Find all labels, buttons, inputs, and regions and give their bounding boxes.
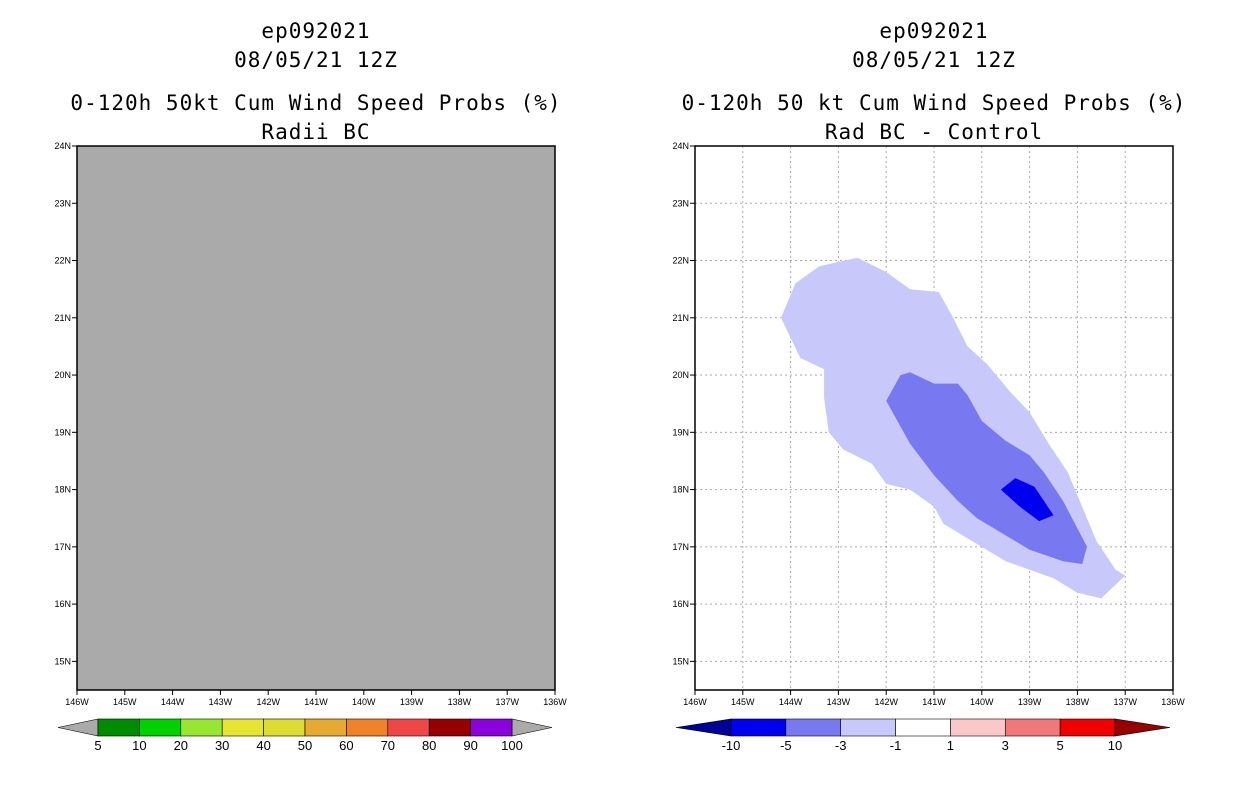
colorbar-label: -5 [780, 738, 792, 753]
colorbar-swatch [97, 718, 140, 737]
colorbar-swatch [840, 718, 896, 737]
colorbar-swatch [1004, 718, 1061, 737]
colorbar-label: -3 [835, 738, 847, 753]
left-title-variant: Radii BC [261, 120, 371, 144]
y-tick-label: 19N [54, 427, 71, 437]
colorbar-label: 1 [947, 738, 954, 753]
right-title-variant: Rad BC - Control [824, 120, 1044, 144]
x-tick-label: 142W [874, 697, 898, 707]
x-tick-label: 136W [543, 697, 567, 707]
y-tick-label: 16N [54, 599, 71, 609]
colorbar-swatch [387, 718, 430, 737]
colorbar-label: 3 [1002, 738, 1009, 753]
y-tick-label: 18N [54, 485, 71, 495]
colorbar-swatch [428, 718, 471, 737]
x-tick-label: 142W [256, 697, 280, 707]
colorbar-label: 60 [339, 738, 353, 753]
x-tick-label: 136W [1161, 697, 1185, 707]
right-map-panel: 146W 145W 144W 143W 142W 141W 140W 139W 138W 137W… [672, 141, 1185, 753]
colorbar-label: 5 [1057, 738, 1064, 753]
colorbar-swatch [304, 718, 347, 737]
contour--10to-5 [1000, 478, 1054, 522]
y-tick-label: 21N [672, 313, 689, 323]
left-title-storm: ep092021 [261, 19, 371, 43]
y-tick-label: 20N [54, 370, 71, 380]
x-tick-label: 140W [970, 697, 994, 707]
colorbar-label: 20 [174, 738, 188, 753]
colorbar-label: 100 [501, 738, 523, 753]
plot-fill [77, 146, 555, 690]
y-tick-label: 19N [672, 427, 689, 437]
y-tick-label: 21N [54, 313, 71, 323]
x-tick-label: 146W [65, 697, 89, 707]
colorbar-label: 5 [94, 738, 101, 753]
right-title-product: 0-120h 50 kt Cum Wind Speed Probs (%) [681, 91, 1187, 115]
colorbar-label: 80 [422, 738, 436, 753]
colorbar-end-low [57, 718, 99, 737]
x-tick-label: 139W [400, 697, 424, 707]
right-title-date: 08/05/21 12Z [852, 48, 1016, 72]
x-tick-label: 144W [779, 697, 803, 707]
x-tick-label: 143W [209, 697, 233, 707]
left-title-product: 0-120h 50kt Cum Wind Speed Probs (%) [70, 91, 562, 115]
y-tick-label: 22N [672, 256, 689, 266]
y-tick-label: 23N [54, 198, 71, 208]
y-tick-label: 15N [54, 656, 71, 666]
left-map-panel: 146W 145W 144W 143W 142W 141W 140W 139W 138W 137W… [54, 141, 567, 753]
y-tick-label: 24N [672, 141, 689, 151]
x-tick-label: 141W [304, 697, 328, 707]
colorbar-swatch [785, 718, 842, 737]
colorbar-swatch [470, 718, 513, 737]
y-tick-label: 22N [54, 256, 71, 266]
y-tick-label: 15N [672, 656, 689, 666]
colorbar-swatch [346, 718, 389, 737]
colorbar-label: 40 [256, 738, 270, 753]
colorbar-end-high [1114, 718, 1171, 737]
x-tick-label: 140W [352, 697, 376, 707]
x-tick-label: 138W [1066, 697, 1090, 707]
colorbar-label: -10 [722, 738, 741, 753]
colorbar: 5 10 20 30 40 50 60 70 80 90 100 [57, 718, 553, 753]
colorbar-swatch [1059, 718, 1116, 737]
x-tick-label: 137W [495, 697, 519, 707]
x-tick-label: 143W [827, 697, 851, 707]
y-tick-label: 20N [672, 370, 689, 380]
colorbar: -10 -5 -3 -1 1 3 5 10 [675, 718, 1171, 753]
colorbar-swatch [139, 718, 182, 737]
x-tick-label: 139W [1018, 697, 1042, 707]
y-tick-label: 24N [54, 141, 71, 151]
x-tick-label: 137W [1113, 697, 1137, 707]
x-tick-label: 144W [161, 697, 185, 707]
x-tick-label: 146W [683, 697, 707, 707]
colorbar-end-low [675, 718, 732, 737]
colorbar-swatch [221, 718, 264, 737]
colorbar-label: 70 [381, 738, 395, 753]
x-tick-label: 138W [448, 697, 472, 707]
left-title-date: 08/05/21 12Z [234, 48, 398, 72]
right-title-storm: ep092021 [879, 19, 989, 43]
y-tick-label: 23N [672, 198, 689, 208]
colorbar-label: 50 [298, 738, 312, 753]
colorbar-label: 10 [132, 738, 146, 753]
colorbar-swatch [263, 718, 306, 737]
x-tick-label: 145W [731, 697, 755, 707]
colorbar-label: 10 [1108, 738, 1122, 753]
y-tick-label: 16N [672, 599, 689, 609]
colorbar-swatch [730, 718, 787, 737]
colorbar-label: -1 [890, 738, 902, 753]
x-tick-label: 145W [113, 697, 137, 707]
y-tick-label: 17N [54, 542, 71, 552]
x-tick-label: 141W [922, 697, 946, 707]
colorbar-label: 90 [463, 738, 477, 753]
colorbar-end-high [511, 718, 553, 737]
y-tick-label: 18N [672, 485, 689, 495]
colorbar-label: 30 [215, 738, 229, 753]
colorbar-swatch [950, 718, 1006, 737]
y-tick-label: 17N [672, 542, 689, 552]
colorbar-swatch [180, 718, 223, 737]
colorbar-swatch [895, 718, 951, 737]
